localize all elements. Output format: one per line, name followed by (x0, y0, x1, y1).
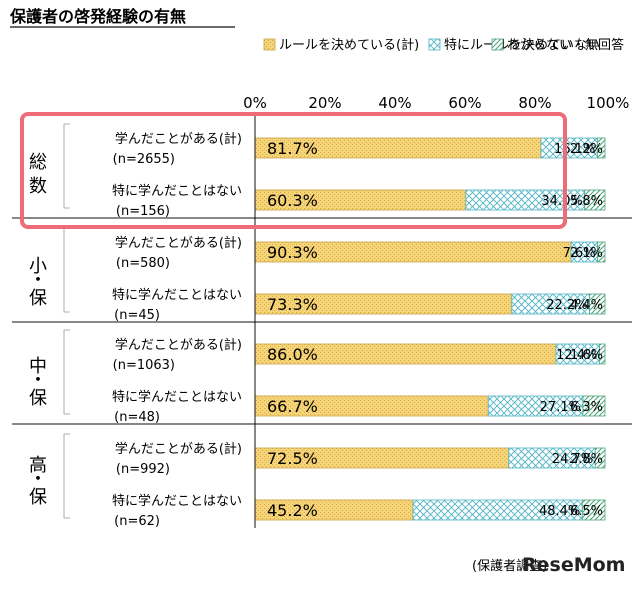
legend-swatch-unknown (491, 38, 504, 51)
bar-value-label-rule-set: 72.5% (267, 449, 318, 468)
group-brackets (63, 123, 70, 519)
bar-value-label-unknown: 4.4% (570, 298, 603, 313)
row-label-high-not-learned: 特に学んだことはない (112, 493, 242, 509)
legend-label-rule-set: ルールを決めている(計) (279, 37, 419, 53)
row-label-total-not-learned: 特に学んだことはない (112, 183, 242, 199)
bar-segment-unknown (596, 137, 606, 159)
watermark-logo: ReseMom (522, 554, 625, 576)
highlight-box (20, 112, 567, 229)
legend-item-unknown: わからない・無回答 (491, 37, 624, 53)
x-tick-60: 60% (448, 94, 481, 112)
group-label-dot: ・ (29, 270, 47, 291)
bar-segment-unknown (589, 293, 606, 315)
legend: ルールを決めている(計) 特にルールを決めていない わからない・無回答 (263, 37, 624, 53)
legend-swatch-rule-set (263, 38, 276, 51)
bar-segment-unknown (597, 241, 606, 263)
row-label-junior-learned: 学んだことがある(計) (115, 337, 242, 353)
legend-label-unknown: わからない・無回答 (507, 37, 624, 53)
bar-value-label-no-rule: 27.1% (540, 400, 581, 415)
chart-title: 保護者の啓発経験の有無 (9, 7, 186, 26)
group-label-dot: ・ (29, 370, 47, 391)
group-label-line2: 保 (29, 388, 47, 409)
x-tick-40: 40% (378, 94, 411, 112)
bar-value-label-unknown: 2.2% (570, 142, 603, 157)
row-n-elementary-not-learned: (n=45) (114, 308, 160, 323)
bar-segment-unknown (584, 189, 606, 211)
group-label-line1: 小 (29, 256, 47, 277)
legend-item-rule-set: ルールを決めている(計) (263, 37, 419, 53)
row-n-high-learned: (n=992) (116, 462, 170, 477)
group-label-dot: ・ (29, 469, 47, 490)
bar-value-label-rule-set: 60.3% (267, 191, 318, 210)
row-label-total-learned: 学んだことがある(計) (115, 131, 242, 147)
legend-label-no-rule: 特にルールを決めていない (444, 38, 600, 53)
group-label-line1: 高 (29, 455, 47, 476)
group-label-line1: 総 (29, 152, 47, 173)
bar-value-label-rule-set: 81.7% (267, 139, 318, 158)
row-label-high-learned: 学んだことがある(計) (115, 441, 242, 457)
bar-segment-unknown (582, 395, 606, 417)
bar-segment-unknown (599, 343, 606, 365)
x-tick-100: 100% (587, 94, 630, 112)
group-label-line2: 保 (29, 288, 47, 309)
row-n-high-not-learned: (n=62) (114, 514, 160, 529)
bar-value-label-unknown: 6.3% (570, 400, 603, 415)
bar-segment-unknown (594, 447, 606, 469)
bar-value-label-no-rule: 22.2% (546, 298, 587, 313)
bar-value-label-unknown: 2.8% (570, 452, 603, 467)
row-n-total-not-learned: (n=156) (116, 204, 170, 219)
row-label-elementary-not-learned: 特に学んだことはない (112, 287, 242, 303)
row-label-junior-not-learned: 特に学んだことはない (112, 389, 242, 405)
bracket-group-junior (63, 329, 70, 415)
x-tick-80: 80% (518, 94, 551, 112)
bar-value-label-unknown: 6.5% (570, 504, 603, 519)
bracket-group-high (63, 433, 70, 519)
legend-item-no-rule: 特にルールを決めていない (428, 38, 600, 53)
group-label-line2: 保 (29, 487, 47, 508)
bar-value-label-no-rule: 34.0% (541, 194, 582, 209)
row-n-junior-learned: (n=1063) (113, 358, 175, 373)
row-labels: 学んだことがある(計) (n=2655) 特に学んだことはない (n=156) … (112, 131, 242, 529)
bar-value-label-rule-set: 66.7% (267, 397, 318, 416)
bar-segment-unknown (581, 499, 606, 521)
group-label-line2: 数 (29, 176, 47, 197)
source-note: (保護者調査) (472, 558, 547, 574)
group-separators (12, 217, 632, 425)
bar-value-label-rule-set: 86.0% (267, 345, 318, 364)
bar-value-label-no-rule: 7.6% (563, 246, 596, 261)
x-axis-ticks: 0% 20% 40% 60% 80% 100% (243, 94, 629, 112)
bracket-group-elementary (63, 227, 70, 313)
bar-value-label-no-rule: 48.4% (539, 504, 580, 519)
bracket-group-total (63, 123, 70, 209)
legend-swatch-no-rule (428, 38, 441, 51)
x-tick-20: 20% (308, 94, 341, 112)
bars: 81.7% 16.1%2.2%60.3% 34.0%5.8%90.3% 7.6%2.1… (254, 137, 606, 521)
bar-value-label-rule-set: 45.2% (267, 501, 318, 520)
x-tick-0: 0% (243, 94, 267, 112)
row-n-elementary-learned: (n=580) (116, 256, 170, 271)
bar-value-label-no-rule: 24.7% (552, 452, 593, 467)
bar-value-label-unknown: 2.1% (570, 246, 603, 261)
bar-value-label-rule-set: 73.3% (267, 295, 318, 314)
row-n-total-learned: (n=2655) (113, 152, 175, 167)
bar-value-label-unknown: 5.8% (570, 194, 603, 209)
bar-value-label-unknown: 1.6% (570, 348, 603, 363)
group-label-line1: 中 (29, 356, 47, 377)
row-n-junior-not-learned: (n=48) (114, 410, 160, 425)
bar-value-label-rule-set: 90.3% (267, 243, 318, 262)
bar-value-label-no-rule: 12.4% (556, 348, 597, 363)
row-label-elementary-learned: 学んだことがある(計) (115, 235, 242, 251)
